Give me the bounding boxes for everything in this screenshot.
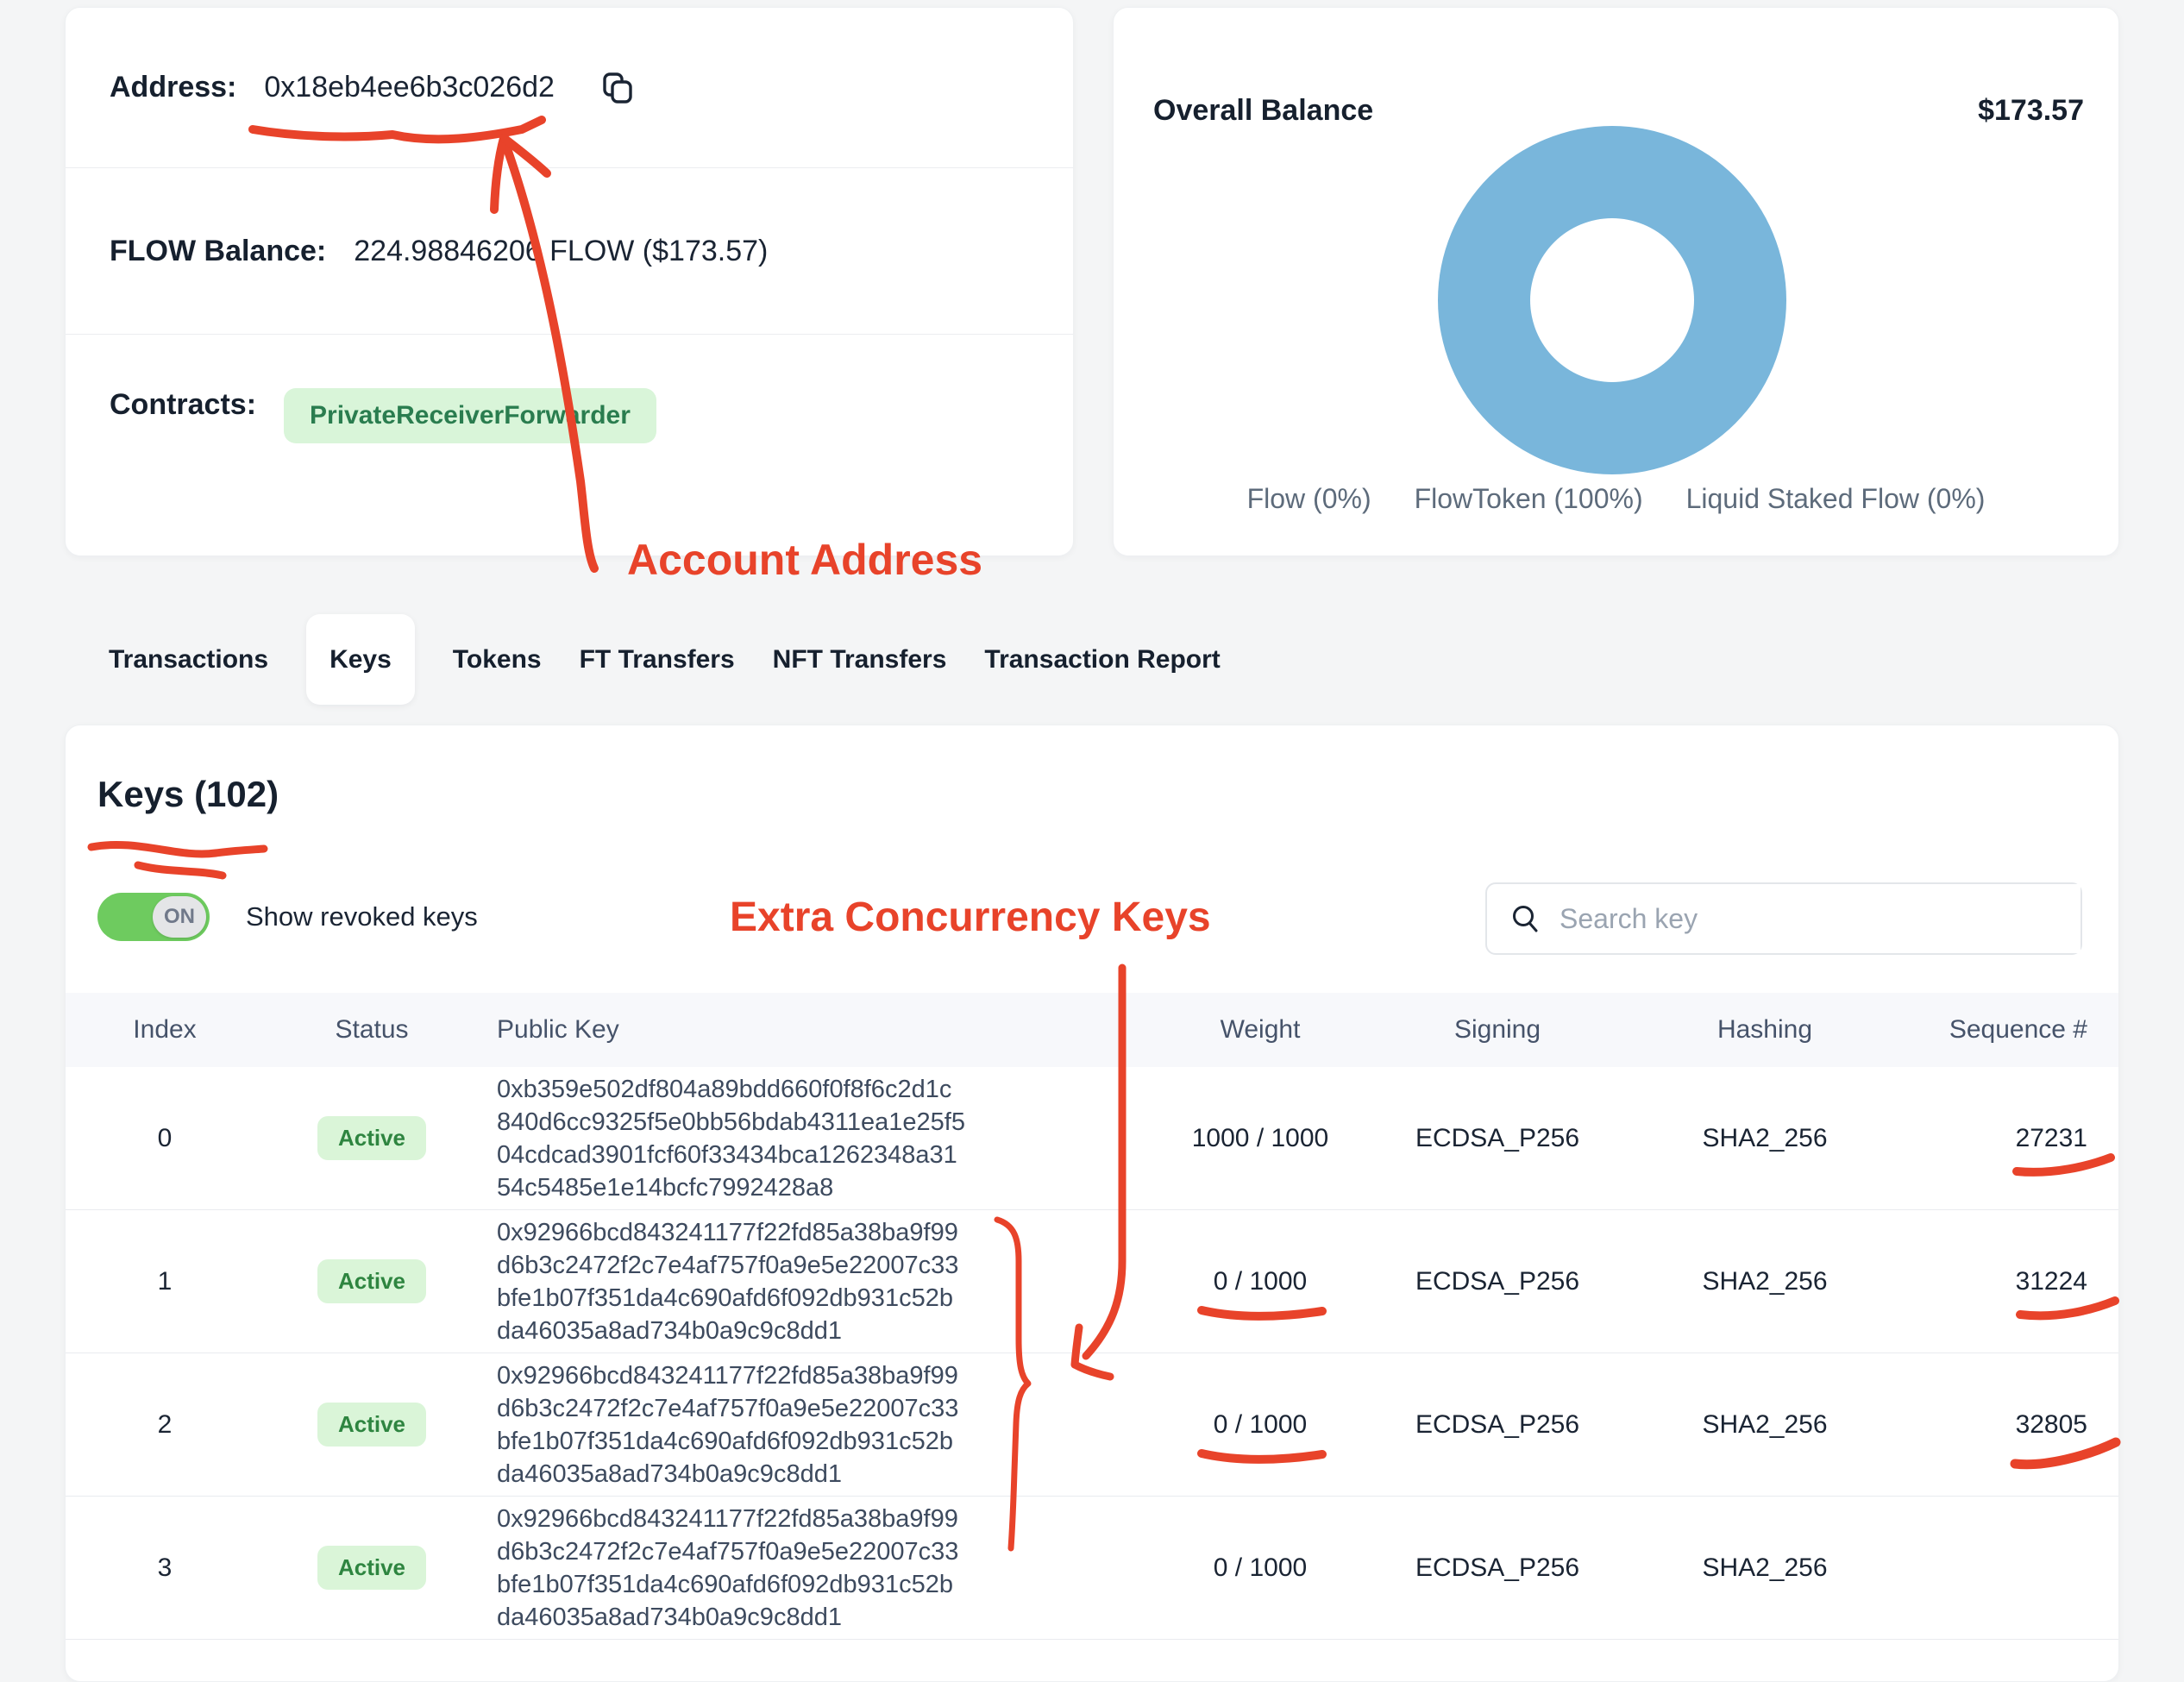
legend-item: Liquid Staked Flow (0%)	[1685, 483, 1986, 514]
status-badge: Active	[317, 1259, 427, 1303]
public-key: 0x92966bcd843241177f22fd85a38ba9f99 d6b3…	[497, 1361, 959, 1488]
col-sequence: Sequence #	[1949, 1015, 2087, 1044]
tab-label: NFT Transfers	[772, 644, 947, 674]
tab[interactable]: Transactions	[109, 614, 268, 705]
key-row: 0 Active 0xb359e502df804a89bdd660f0f8f6c…	[66, 1067, 2118, 1210]
key-weight: 0 / 1000	[1213, 1266, 1308, 1296]
col-index: Index	[133, 1015, 197, 1044]
keys-heading: Keys (102)	[97, 774, 279, 814]
search-key-box	[1485, 882, 2082, 955]
tab[interactable]: Tokens	[453, 614, 542, 705]
tab-label: Transactions	[109, 644, 269, 674]
key-index: 0	[157, 1123, 173, 1152]
key-index: 1	[157, 1266, 173, 1296]
status-badge: Active	[317, 1116, 427, 1160]
key-signing: ECDSA_P256	[1415, 1553, 1580, 1582]
search-icon	[1513, 906, 1538, 932]
col-status: Status	[335, 1015, 409, 1044]
copy-icon[interactable]	[598, 69, 636, 107]
flow-balance-row: FLOW Balance: 224.98846206 FLOW ($173.57…	[66, 168, 1073, 335]
public-key: 0x92966bcd843241177f22fd85a38ba9f99 d6b3…	[497, 1218, 959, 1345]
col-public-key: Public Key	[497, 1015, 619, 1044]
tab-label: Tokens	[452, 644, 542, 674]
key-weight: 0 / 1000	[1213, 1553, 1308, 1582]
col-hashing: Hashing	[1716, 1015, 1813, 1044]
contracts-label: Contracts:	[110, 388, 257, 421]
key-row: 1 Active 0x92966bcd843241177f22fd85a38ba…	[66, 1210, 2118, 1353]
balance-donut-chart	[1438, 126, 1786, 474]
key-hashing: SHA2_256	[1702, 1553, 1828, 1582]
keys-table-header: Index Status Public Key Weight Signing H…	[66, 993, 2118, 1067]
donut-legend: Flow (0%) FlowToken (100%) Liquid Staked…	[1114, 483, 2118, 515]
account-address-value: 0x18eb4ee6b3c026d2	[264, 71, 555, 104]
contracts-row: Contracts: PrivateReceiverForwarder	[66, 335, 1073, 555]
account-tabs: Transactions Keys Tokens FT Transfers NF…	[65, 614, 1221, 705]
key-hashing: SHA2_256	[1702, 1409, 1828, 1439]
tab[interactable]: Keys	[306, 614, 415, 705]
key-weight: 1000 / 1000	[1191, 1123, 1329, 1152]
tab[interactable]: FT Transfers	[580, 614, 735, 705]
key-hashing: SHA2_256	[1702, 1123, 1828, 1152]
key-hashing: SHA2_256	[1702, 1266, 1828, 1296]
key-signing: ECDSA_P256	[1415, 1266, 1580, 1296]
contract-badge[interactable]: PrivateReceiverForwarder	[284, 388, 656, 443]
tab[interactable]: NFT Transfers	[773, 614, 947, 705]
key-index: 3	[157, 1553, 173, 1582]
show-revoked-toggle[interactable]: ON	[97, 893, 210, 941]
key-sequence: 32805	[2015, 1409, 2087, 1439]
key-index: 2	[157, 1409, 173, 1439]
key-signing: ECDSA_P256	[1415, 1123, 1580, 1152]
tab-label: Transaction Report	[984, 644, 1221, 674]
legend-item: FlowToken (100%)	[1414, 483, 1643, 514]
legend-item: Flow (0%)	[1246, 483, 1371, 514]
tab[interactable]: Transaction Report	[984, 614, 1220, 705]
toggle-knob: ON	[153, 896, 206, 938]
key-signing: ECDSA_P256	[1415, 1409, 1580, 1439]
address-row: Address: 0x18eb4ee6b3c026d2	[66, 8, 1073, 168]
show-revoked-row: ON Show revoked keys	[97, 891, 478, 943]
overall-balance-card: Overall Balance $173.57 Flow (0%) FlowTo…	[1113, 7, 2119, 556]
col-signing: Signing	[1453, 1015, 1541, 1044]
tab-label: FT Transfers	[579, 644, 735, 674]
status-badge: Active	[317, 1546, 427, 1590]
overall-balance-amount: $173.57	[1978, 94, 2084, 127]
public-key: 0xb359e502df804a89bdd660f0f8f6c2d1c 840d…	[497, 1075, 965, 1202]
key-sequence: 27231	[2015, 1123, 2087, 1152]
tab-label: Keys	[329, 644, 392, 674]
key-sequence: 31224	[2015, 1266, 2087, 1296]
show-revoked-label: Show revoked keys	[246, 901, 478, 932]
status-badge: Active	[317, 1403, 427, 1447]
account-info-card: Address: 0x18eb4ee6b3c026d2 FLOW Balance…	[65, 7, 1074, 556]
key-weight: 0 / 1000	[1213, 1409, 1308, 1439]
public-key: 0x92966bcd843241177f22fd85a38ba9f99 d6b3…	[497, 1504, 959, 1631]
search-key-input[interactable]	[1560, 884, 2080, 953]
flow-balance-label: FLOW Balance:	[110, 234, 327, 267]
address-label: Address:	[110, 71, 237, 104]
flow-balance-value: 224.98846206 FLOW ($173.57)	[354, 234, 769, 267]
overall-balance-title: Overall Balance	[1153, 94, 1374, 127]
key-row: 3 Active 0x92966bcd843241177f22fd85a38ba…	[66, 1497, 2118, 1640]
keys-card: Keys (102) ON Show revoked keys Index St…	[65, 725, 2119, 1682]
col-weight: Weight	[1220, 1015, 1301, 1044]
key-row: 2 Active 0x92966bcd843241177f22fd85a38ba…	[66, 1353, 2118, 1497]
keys-table-body: 0 Active 0xb359e502df804a89bdd660f0f8f6c…	[66, 1067, 2118, 1640]
